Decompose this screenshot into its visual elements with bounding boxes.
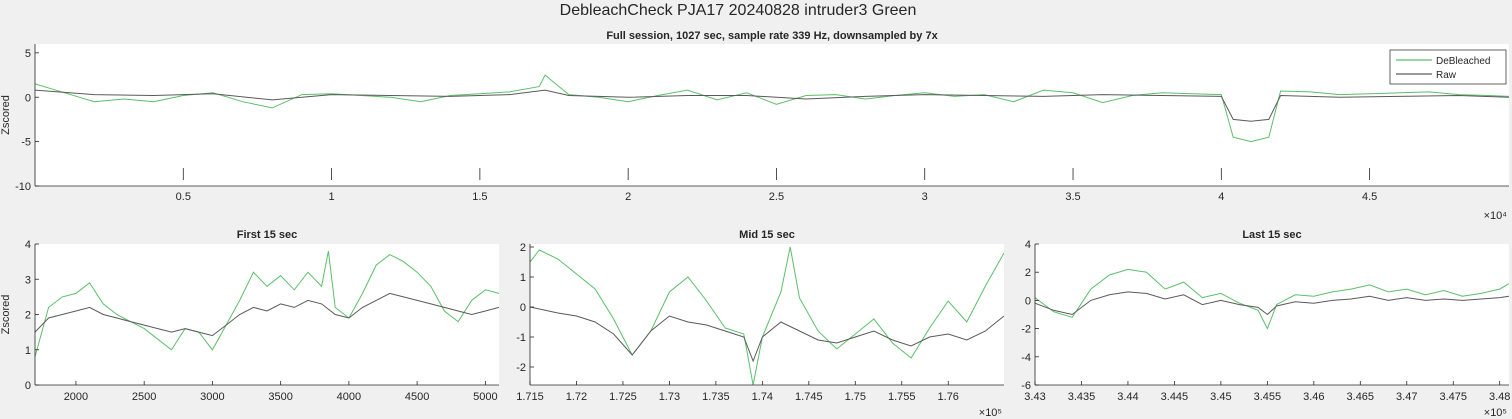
x-tick-label: 4 xyxy=(1218,191,1224,203)
x-tick-label: 1.76 xyxy=(938,391,959,403)
series-group xyxy=(1035,268,1509,330)
y-tick-label: -6 xyxy=(1021,380,1031,392)
x-tick-label: 2 xyxy=(625,191,631,203)
y-axis-label: Zscored xyxy=(0,295,12,335)
series-group xyxy=(35,74,1509,143)
x-tick-label: 1.745 xyxy=(795,391,823,403)
y-tick-label: 1 xyxy=(520,272,526,284)
y-tick-label: -1 xyxy=(516,332,526,344)
y-tick-label: -5 xyxy=(21,137,31,149)
x-tick-label: 3500 xyxy=(268,391,292,403)
x-tick-label: 3.465 xyxy=(1347,391,1375,403)
axes-title: Mid 15 sec xyxy=(739,229,795,241)
x-tick-label: 1.72 xyxy=(566,391,587,403)
plot-area xyxy=(1035,244,1509,385)
x-tick-label: 4500 xyxy=(405,391,429,403)
series-group xyxy=(35,251,499,357)
x-tick-label: 3.435 xyxy=(1068,391,1096,403)
y-tick-label: 2 xyxy=(1025,267,1031,279)
axes-last-15-sec: -6 -4 -2 0 2 4 3.43 3.435 3.44 3.445 3.45 3.455 3.46… xyxy=(1021,229,1510,419)
y-axis-label: Zscored xyxy=(0,95,12,135)
series-line-debleached xyxy=(35,74,1509,143)
axes-full-session: -10 -5 0 5 0.5 1 1.5 2 2.5 3 3.5 4 4.5 Full session, … xyxy=(0,30,1509,222)
x-tick-label: 1.755 xyxy=(888,391,916,403)
x-tick-label: 3.455 xyxy=(1254,391,1282,403)
y-tick-label: 2 xyxy=(520,242,526,254)
x-tick-label: 3.46 xyxy=(1303,391,1324,403)
x-tick-label: 1 xyxy=(329,191,335,203)
y-tick-label: -10 xyxy=(15,181,31,193)
axes-title: Last 15 sec xyxy=(1242,229,1301,241)
x-tick-label: 3.44 xyxy=(1117,391,1138,403)
x-tick-label: 4.5 xyxy=(1362,191,1377,203)
y-tick-label: 0 xyxy=(520,302,526,314)
x-tick-label: 2500 xyxy=(132,391,156,403)
x-tick-label: 1.74 xyxy=(752,391,773,403)
figure-title: DebleachCheck PJA17 20240828 intruder3 G… xyxy=(560,2,917,19)
plot-area xyxy=(530,244,1004,385)
x-tick-label: 3.47 xyxy=(1396,391,1417,403)
series-group xyxy=(530,246,1004,385)
axes-first-15-sec: 0 1 2 3 4 2000 2500 3000 3500 4000 4500 5000 First 1… xyxy=(0,229,499,403)
y-tick-label: 1 xyxy=(25,345,31,357)
axes-title: First 15 sec xyxy=(237,229,298,241)
x-tick-label: 3000 xyxy=(200,391,224,403)
x-tick-label: 1.735 xyxy=(702,391,730,403)
x-exponent-label: ×10⁵ xyxy=(979,407,1002,419)
axes-mid-15-sec: -2 -1 0 1 2 1.715 1.72 1.725 1.73 1.735 1.74 1.745 1… xyxy=(516,229,1004,419)
x-tick-label: 1.73 xyxy=(659,391,680,403)
y-tick-label: 0 xyxy=(25,380,31,392)
x-tick-label: 1.5 xyxy=(472,191,487,203)
series-line-raw xyxy=(35,292,499,337)
legend-entry-raw: Raw xyxy=(1436,70,1457,81)
x-tick-label: 4000 xyxy=(337,391,361,403)
x-tick-label: 3.48 xyxy=(1489,391,1510,403)
y-tick-label: 0 xyxy=(25,92,31,104)
series-line-raw xyxy=(1035,291,1509,316)
x-tick-label: 1.725 xyxy=(609,391,637,403)
y-tick-label: 5 xyxy=(25,48,31,60)
axes-title: Full session, 1027 sec, sample rate 339 … xyxy=(606,30,938,42)
x-exponent-label: ×10⁵ xyxy=(1484,407,1507,419)
series-line-debleached xyxy=(35,251,499,357)
y-tick-label: 4 xyxy=(1025,239,1031,251)
legend-entry-debleached: DeBleached xyxy=(1436,56,1490,67)
y-tick-label: 3 xyxy=(25,274,31,286)
y-tick-label: 2 xyxy=(25,310,31,322)
x-tick-label: 1.715 xyxy=(516,391,544,403)
x-tick-label: 3.43 xyxy=(1024,391,1045,403)
y-tick-label: 0 xyxy=(1025,295,1031,307)
series-line-raw xyxy=(35,89,1509,122)
y-tick-label: 4 xyxy=(25,239,31,251)
plot-area xyxy=(35,44,1509,186)
x-tick-label: 3 xyxy=(922,191,928,203)
x-tick-label: 3.445 xyxy=(1161,391,1189,403)
y-tick-label: -2 xyxy=(1021,324,1031,336)
legend: DeBleached Raw xyxy=(1389,49,1507,85)
x-tick-label: 1.75 xyxy=(845,391,866,403)
x-tick-label: 2000 xyxy=(64,391,88,403)
y-tick-label: -4 xyxy=(1021,352,1031,364)
x-exponent-label: ×10⁴ xyxy=(1484,210,1508,222)
series-line-debleached xyxy=(1035,268,1509,330)
x-tick-label: 3.5 xyxy=(1065,191,1080,203)
plot-area xyxy=(35,244,499,385)
x-tick-label: 0.5 xyxy=(176,191,191,203)
x-tick-label: 5000 xyxy=(473,391,497,403)
legend-box xyxy=(1389,49,1507,85)
x-tick-label: 2.5 xyxy=(769,191,784,203)
y-tick-label: -2 xyxy=(516,362,526,374)
series-line-raw xyxy=(530,306,1004,363)
x-tick-label: 3.45 xyxy=(1210,391,1231,403)
x-tick-label: 3.475 xyxy=(1439,391,1467,403)
